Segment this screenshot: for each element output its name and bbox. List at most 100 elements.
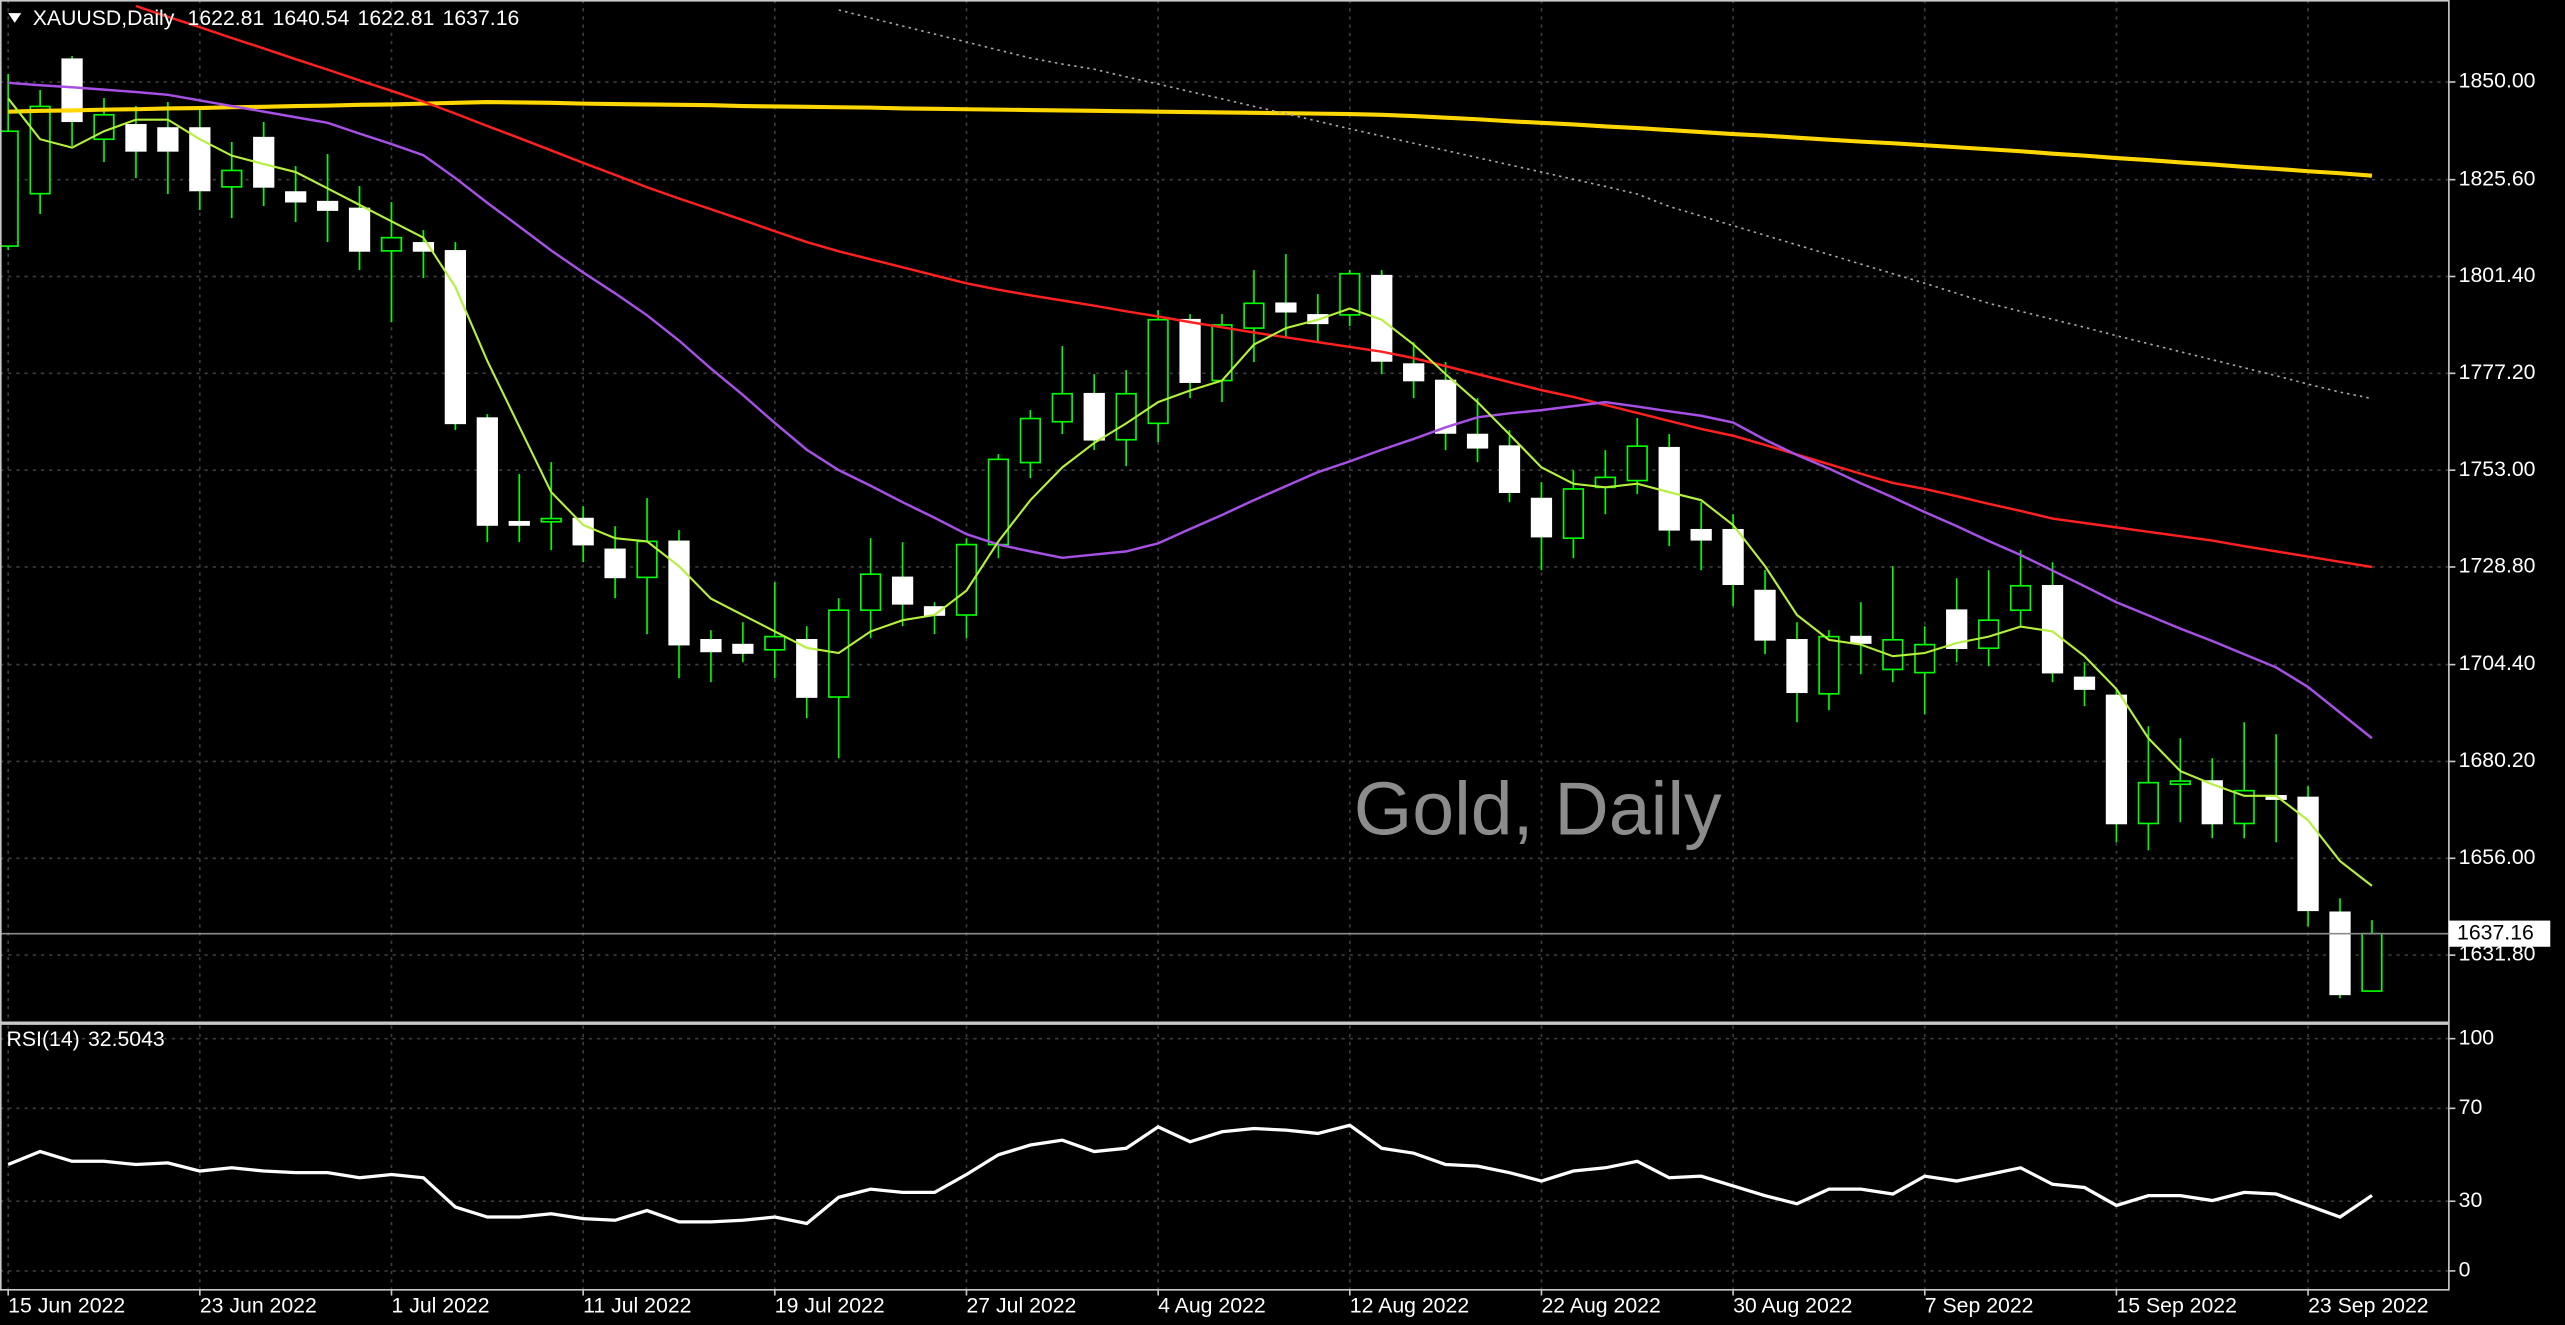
candle-body [1562,488,1585,539]
candle-body [444,250,467,425]
candle-body [1530,497,1553,538]
moving-average [8,99,2373,178]
x-tick-label: 11 Jul 2022 [583,1294,691,1318]
candle-body [1722,528,1744,586]
rsi-line [7,1123,2373,1226]
candle-body [508,520,530,526]
candle-body [955,543,978,616]
rsi-title: RSI(14) [7,1027,80,1051]
candle-body [1850,635,1872,644]
y-tick-label: 1753.00 [2459,457,2536,481]
x-tick-label: 12 Aug 2022 [1350,1294,1469,1318]
candle-body [1115,392,1137,441]
y-tick-label: 0 [2459,1258,2471,1282]
candle-body [2329,911,2351,996]
candle-body [61,58,83,123]
y-tick-label: 1680.20 [2459,748,2536,772]
ohlc-value: 1637.16 [443,6,520,30]
candle-body [221,169,243,188]
candle-body [2169,780,2191,786]
candle-body [380,236,403,252]
candle-body [540,517,562,523]
y-tick-label: 1704.40 [2459,651,2536,675]
candle-body [796,638,818,698]
moving-average [8,81,2373,740]
candle-body [572,517,594,546]
rsi-value: 32.5043 [88,1027,165,1051]
candle-body [1403,363,1425,382]
y-tick-label: 1777.20 [2459,360,2536,384]
candle-body [2201,780,2223,825]
y-tick-label: 100 [2459,1025,2494,1049]
y-tick-label: 1631.80 [2459,942,2536,966]
candle-body [285,191,307,203]
x-tick-label: 19 Jul 2022 [775,1294,885,1318]
candle-body [2233,789,2255,825]
y-tick-label: 1850.00 [2459,69,2536,93]
candle-body [668,540,690,646]
candle-body [125,124,147,152]
x-tick-label: 1 Jul 2022 [391,1294,489,1318]
watermark: Gold, Daily [1354,767,1722,851]
candle-body [0,130,19,247]
x-tick-label: 15 Jun 2022 [8,1294,125,1318]
candle-body [1051,392,1073,423]
labels: XAUUSD,Daily RSI(14) 1850.00 1825.60 1801.… [7,6,2551,1318]
candle-body [2009,584,2032,612]
candle-body [860,573,882,612]
candle-body [1147,318,1169,425]
ohlc-value: 1640.54 [273,6,350,30]
x-tick-label: 22 Aug 2022 [1541,1294,1660,1318]
candle-body [700,638,722,653]
candle-body [2361,932,2383,992]
candle-body [189,127,211,192]
ohlc-value: 1622.81 [358,6,435,30]
y-tick-label: 70 [2459,1095,2483,1119]
candle-body [732,643,754,654]
x-tick-label: 30 Aug 2022 [1733,1294,1852,1318]
candle-body [2137,781,2160,825]
rsi-marks [7,1123,2373,1226]
candle-body [2073,676,2096,690]
candle-body [29,105,51,195]
menu-triangle[interactable] [8,13,22,23]
candle-body [891,576,914,605]
candle-body [764,635,786,651]
x-tick-label: 23 Sep 2022 [2308,1294,2429,1318]
y-tick-label: 1656.00 [2459,845,2536,869]
symbol-title: XAUUSD,Daily [33,6,175,30]
candle-body [1946,609,1968,650]
candle-body [1626,445,1648,482]
moving-average [135,4,2373,569]
candle-body [1498,445,1521,493]
x-tick-label: 27 Jul 2022 [966,1294,1076,1318]
y-tick-label: 1728.80 [2459,554,2536,578]
x-tick-label: 15 Sep 2022 [2116,1294,2237,1318]
candle-body [1466,433,1489,449]
candle-body [1179,318,1201,383]
candle-body [2041,584,2064,674]
candle-body [316,200,339,211]
candle-body [1818,635,1840,695]
candle-body [1434,379,1457,434]
x-tick-label: 23 Jun 2022 [200,1294,317,1318]
moving-average [7,97,2373,887]
y-tick-label: 30 [2459,1188,2483,1212]
candle-body [1275,302,1297,313]
candle-body [604,548,626,579]
candle-body [2105,694,2128,825]
x-tick-label: 4 Aug 2022 [1158,1294,1266,1318]
candle-body [1914,643,1936,674]
frame [0,0,2450,1291]
price-marks [0,4,2449,999]
x-tick-label: 7 Sep 2022 [1925,1294,2034,1318]
candle-body [1754,589,1776,641]
candle-body [157,127,179,152]
candle-body [1371,274,1393,362]
candle-body [1339,272,1361,316]
last-price-label: 1637.16 [2457,920,2534,944]
candle-body [1019,417,1041,464]
